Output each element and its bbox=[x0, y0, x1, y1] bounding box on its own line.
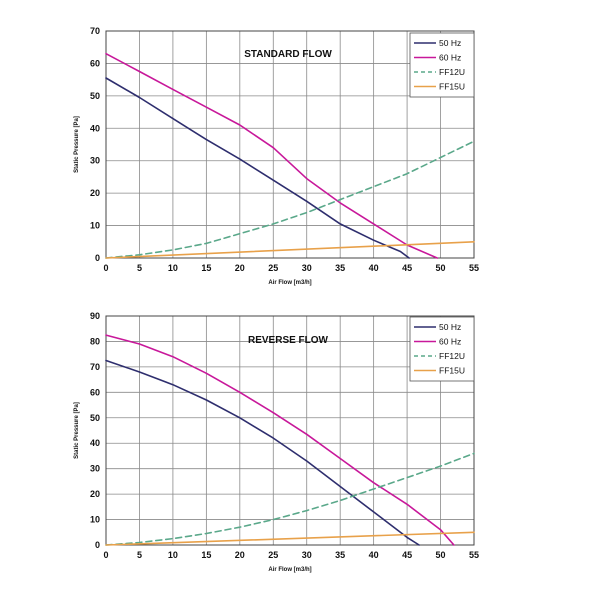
x-tick-label: 50 bbox=[436, 550, 446, 560]
series-line-ff12u bbox=[105, 140, 475, 259]
x-tick-label: 55 bbox=[469, 550, 479, 560]
x-tick-label: 20 bbox=[235, 550, 245, 560]
y-tick-label: 10 bbox=[90, 221, 100, 231]
legend-label: FF15U bbox=[439, 82, 465, 92]
series-line-50-hz bbox=[105, 77, 410, 259]
plot-frame bbox=[105, 30, 475, 259]
x-tick-label: 55 bbox=[469, 263, 479, 273]
legend-label: 50 Hz bbox=[439, 38, 461, 48]
x-tick-label: 25 bbox=[268, 550, 278, 560]
chart-0: 0 10 20 30 40 50 60 70 0 5 10 15 20 25 30 35 40 45 50 55 Air… bbox=[74, 26, 479, 286]
series-line-50-hz bbox=[105, 359, 420, 546]
legend-label: FF12U bbox=[439, 351, 465, 361]
y-tick-label: 40 bbox=[90, 438, 100, 448]
legend-label: FF12U bbox=[439, 67, 465, 77]
y-axis-label: Static Pressure [Pa] bbox=[74, 402, 80, 459]
x-tick-label: 0 bbox=[103, 550, 108, 560]
y-axis-label: Static Pressure [Pa] bbox=[74, 116, 80, 173]
y-tick-label: 40 bbox=[90, 123, 100, 133]
x-tick-label: 0 bbox=[103, 263, 108, 273]
legend-label: 60 Hz bbox=[439, 337, 461, 347]
legend-label: 60 Hz bbox=[439, 53, 461, 63]
y-tick-label: 10 bbox=[90, 515, 100, 525]
x-tick-label: 35 bbox=[335, 263, 345, 273]
y-tick-label: 70 bbox=[90, 26, 100, 36]
x-tick-label: 15 bbox=[201, 550, 211, 560]
y-tick-label: 20 bbox=[90, 489, 100, 499]
x-tick-label: 40 bbox=[369, 550, 379, 560]
y-tick-label: 0 bbox=[95, 540, 100, 550]
x-tick-label: 10 bbox=[168, 550, 178, 560]
series-line-60-hz bbox=[105, 52, 439, 259]
x-tick-label: 15 bbox=[201, 263, 211, 273]
y-tick-label: 60 bbox=[90, 58, 100, 68]
x-tick-label: 45 bbox=[402, 263, 412, 273]
x-axis-label: Air Flow [m3/h] bbox=[268, 280, 311, 286]
y-tick-label: 80 bbox=[90, 336, 100, 346]
x-tick-label: 5 bbox=[137, 550, 142, 560]
series-line-ff15u bbox=[105, 241, 475, 259]
y-tick-label: 20 bbox=[90, 188, 100, 198]
y-tick-label: 60 bbox=[90, 387, 100, 397]
chart-title: REVERSE FLOW bbox=[248, 335, 329, 346]
x-tick-label: 35 bbox=[335, 550, 345, 560]
series-line-ff15u bbox=[105, 531, 475, 546]
legend-label: FF15U bbox=[439, 366, 465, 376]
x-tick-label: 50 bbox=[436, 263, 446, 273]
x-axis-label: Air Flow [m3/h] bbox=[268, 567, 311, 573]
series-line-ff12u bbox=[105, 452, 475, 546]
x-tick-label: 25 bbox=[268, 263, 278, 273]
y-tick-label: 50 bbox=[90, 413, 100, 423]
chart-1: 0 10 20 30 40 50 60 70 80 90 0 5 10 15 20 25 30 35 40 45 50 5… bbox=[74, 311, 479, 573]
legend-label: 50 Hz bbox=[439, 322, 461, 332]
series-line-60-hz bbox=[105, 334, 455, 546]
x-tick-label: 10 bbox=[168, 263, 178, 273]
y-tick-label: 30 bbox=[90, 156, 100, 166]
x-tick-label: 40 bbox=[369, 263, 379, 273]
plot-frame bbox=[105, 315, 475, 546]
chart-title: STANDARD FLOW bbox=[244, 49, 332, 60]
y-tick-label: 50 bbox=[90, 91, 100, 101]
x-tick-label: 30 bbox=[302, 550, 312, 560]
x-tick-label: 5 bbox=[137, 263, 142, 273]
y-tick-label: 70 bbox=[90, 362, 100, 372]
y-tick-label: 30 bbox=[90, 464, 100, 474]
x-tick-label: 30 bbox=[302, 263, 312, 273]
y-tick-label: 90 bbox=[90, 311, 100, 321]
y-tick-label: 0 bbox=[95, 253, 100, 263]
x-tick-label: 20 bbox=[235, 263, 245, 273]
x-tick-label: 45 bbox=[402, 550, 412, 560]
